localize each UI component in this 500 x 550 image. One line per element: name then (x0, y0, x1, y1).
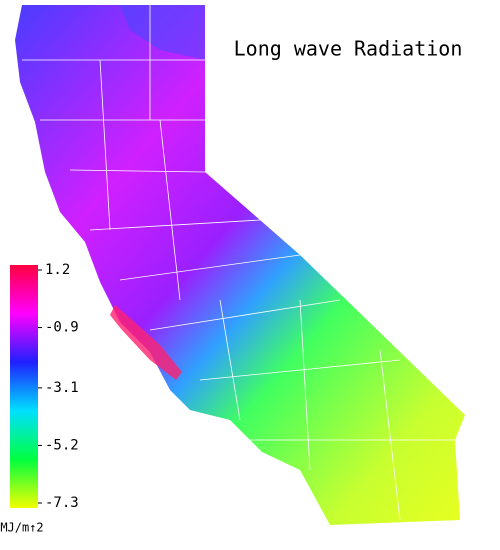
map-title: Long wave Radiation (234, 37, 463, 61)
california (15, 5, 465, 525)
colorbar-tick-label: 1.2 (45, 262, 70, 278)
colorbar (10, 265, 38, 508)
north-blue (120, 5, 205, 60)
colorbar-tick-label: -5.2 (45, 437, 79, 453)
colorbar-tick-label: -0.9 (45, 320, 79, 336)
colorbar-unit: MJ/m↑2 (0, 521, 43, 535)
county-lines (22, 5, 460, 521)
colorbar-tick-label: -7.3 (45, 495, 79, 511)
coastal-high (110, 305, 182, 380)
colorbar-tick-label: -3.1 (45, 380, 79, 396)
